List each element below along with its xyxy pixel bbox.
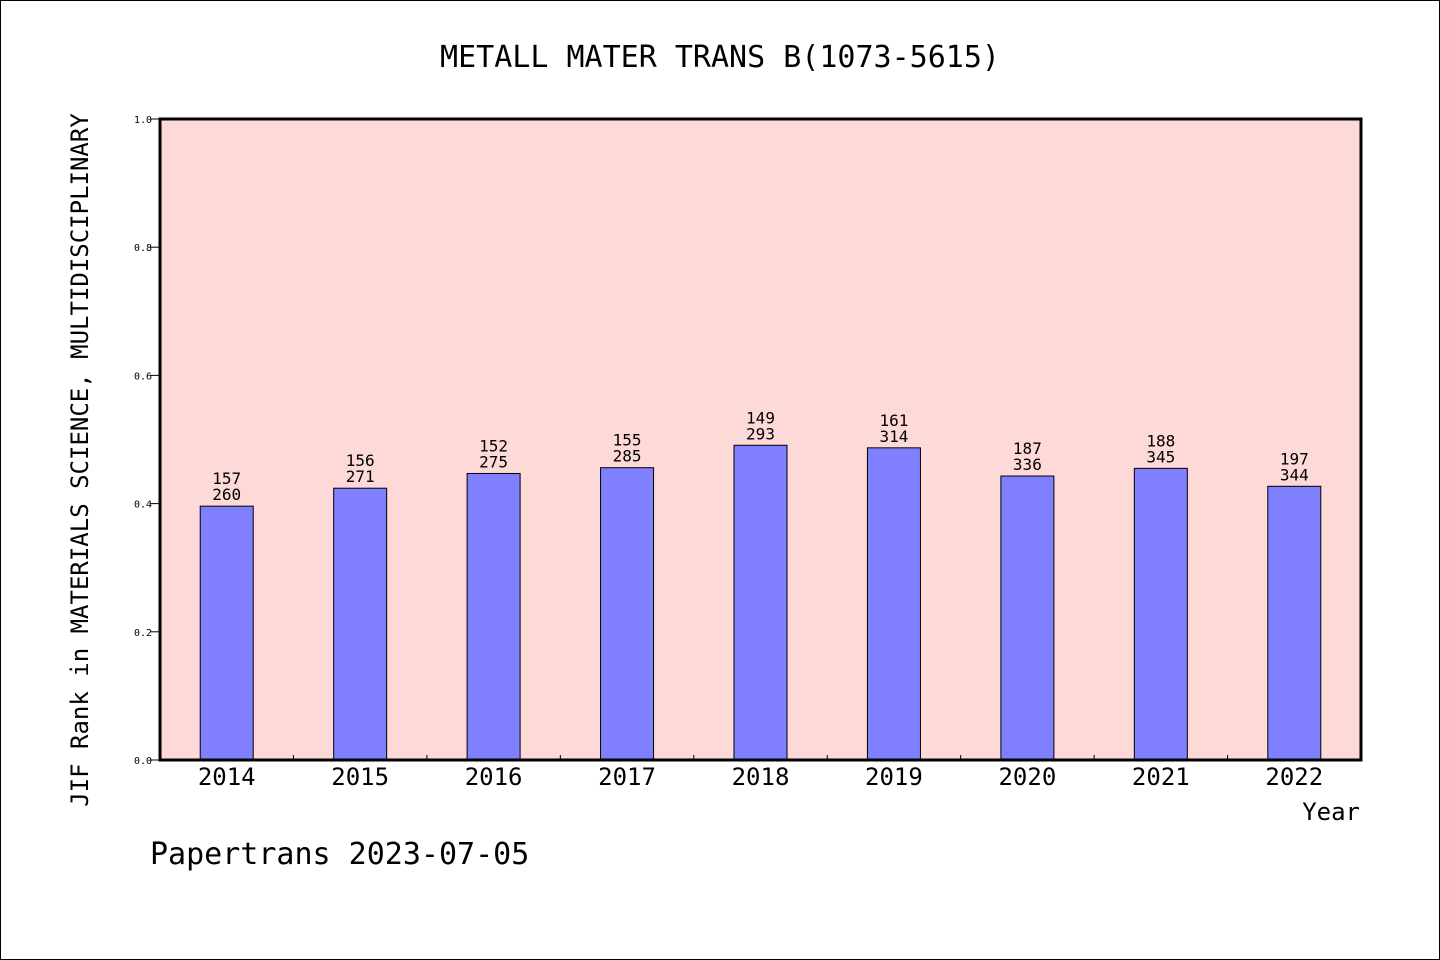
x-tick-label: 2014 <box>198 763 256 791</box>
y-tick-label: 0.8 <box>134 243 152 254</box>
data-label-top: 161 <box>879 411 908 430</box>
data-label-top: 157 <box>212 469 241 488</box>
plot-border <box>158 117 1363 762</box>
data-label-top: 156 <box>346 451 375 470</box>
bar-2018 <box>733 444 788 761</box>
data-label-top: 197 <box>1280 449 1309 468</box>
footer-text: Papertrans 2023-07-05 <box>150 837 529 872</box>
x-tick-label: 2016 <box>465 763 523 791</box>
x-axis-ticks: 2014 2015 2016 2017 2018 2019 2020 2021 2022 <box>198 755 1323 791</box>
data-label-bottom: 345 <box>1146 447 1175 466</box>
bar-2022 <box>1267 485 1322 761</box>
chart-title: METALL MATER TRANS B(1073-5615) <box>440 40 1000 75</box>
data-labels-group: 1572601562711522751552851492931613141873… <box>212 408 1308 504</box>
bar-2017 <box>600 467 655 761</box>
data-label-top: 152 <box>479 436 508 455</box>
bar-2015 <box>333 487 388 761</box>
data-label-bottom: 314 <box>879 427 908 446</box>
y-tick-label: 1.0 <box>134 115 152 126</box>
bars-group <box>199 444 1322 761</box>
y-tick-label: 0.2 <box>134 628 152 639</box>
x-tick-label: 2021 <box>1132 763 1190 791</box>
data-label-bottom: 275 <box>479 452 508 471</box>
data-label-bottom: 260 <box>212 485 241 504</box>
data-label-top: 155 <box>613 431 642 450</box>
data-label-bottom: 336 <box>1013 455 1042 474</box>
x-tick-label: 2018 <box>732 763 790 791</box>
bar-2014 <box>199 505 254 761</box>
data-label-bottom: 285 <box>613 447 642 466</box>
data-label-top: 187 <box>1013 439 1042 458</box>
bar-2016 <box>466 472 521 761</box>
y-tick-label: 0.0 <box>134 756 152 767</box>
x-tick-label: 2019 <box>865 763 923 791</box>
x-tick-label: 2022 <box>1265 763 1323 791</box>
data-label-bottom: 293 <box>746 424 775 443</box>
data-label-top: 149 <box>746 408 775 427</box>
y-axis-ticks: 0.0 0.2 0.4 0.6 0.8 1.0 <box>134 115 160 767</box>
data-label-bottom: 271 <box>346 467 375 486</box>
x-tick-label: 2020 <box>998 763 1056 791</box>
data-label-bottom: 344 <box>1280 465 1309 484</box>
data-label-top: 188 <box>1146 431 1175 450</box>
x-tick-label: 2015 <box>331 763 389 791</box>
y-tick-label: 0.6 <box>134 371 152 382</box>
bar-2019 <box>866 447 921 761</box>
x-axis-label: Year <box>1302 798 1360 826</box>
bar-2020 <box>1000 475 1055 761</box>
bar-2021 <box>1133 467 1188 761</box>
x-tick-label: 2017 <box>598 763 656 791</box>
y-axis-label: JIF Rank in MATERIALS SCIENCE, MULTIDISC… <box>66 113 94 807</box>
y-tick-label: 0.4 <box>134 500 152 511</box>
